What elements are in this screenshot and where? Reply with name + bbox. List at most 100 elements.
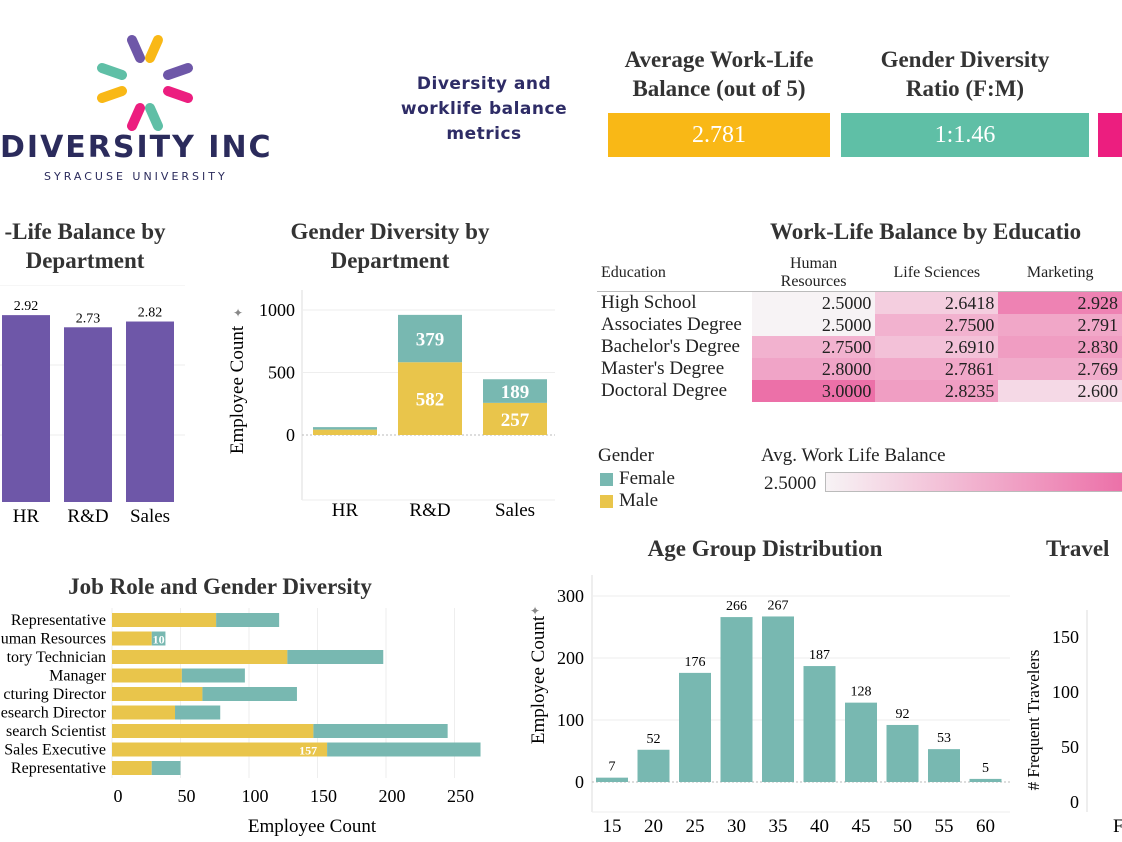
heatmap-cell: 2.7500 — [875, 314, 999, 336]
university-name: SYRACUSE UNIVERSITY — [44, 170, 228, 183]
x-tick-label: 60 — [976, 816, 995, 837]
x-tick-label: 250 — [447, 786, 474, 806]
bar-label: 2.92 — [14, 299, 39, 314]
company-name: DIVERSITY INC — [0, 130, 273, 165]
x-tick-label: 55 — [935, 816, 954, 837]
bar-age-55 — [928, 749, 960, 782]
kpi-title-line: Average Work-Life — [624, 47, 814, 72]
heatmap-cell: 2.8000 — [751, 358, 876, 380]
age-title: Age Group Distribution — [647, 536, 883, 561]
male-swatch — [600, 494, 613, 508]
bar-label: 266 — [726, 599, 747, 614]
y-tick-label: cturing Director — [3, 686, 106, 703]
x-tick-label: 50 — [178, 786, 196, 806]
x-tick-label: Sales — [495, 500, 535, 521]
bar-age-60 — [969, 778, 1002, 782]
x-tick-label: F — [1113, 816, 1122, 837]
bar-age-30 — [720, 617, 753, 782]
heatmap-row-label: Doctoral Degree — [601, 380, 728, 401]
x-tick-label: HR — [13, 506, 40, 527]
wlb-legend-title: Avg. Work Life Balance — [761, 445, 946, 466]
bar-label: 2.73 — [76, 311, 101, 326]
bar-label: 582 — [416, 390, 445, 411]
y-tick-label: 100 — [557, 710, 584, 730]
bar-label: 157 — [299, 744, 317, 758]
x-tick-label: 40 — [810, 816, 829, 837]
y-tick-label: Representative — [11, 612, 106, 629]
bar-Sales — [126, 321, 174, 502]
heatmap-table: Education Human Resources Life Sciences … — [597, 255, 1122, 402]
x-tick-label: 20 — [644, 816, 663, 837]
x-tick-label: 35 — [769, 816, 788, 837]
bar-age-50 — [886, 724, 919, 782]
heatmap-row: High School 2.5000 2.6418 2.928 — [597, 291, 1122, 314]
heatmap-row-label: Bachelor's Degree — [601, 336, 740, 357]
heatmap-row-label: High School — [601, 292, 697, 313]
y-tick-label: tory Technician — [7, 649, 106, 666]
bar-male-Sales — [483, 402, 547, 435]
company-logo — [90, 28, 200, 138]
heatmap-row: Associates Degree 2.5000 2.7500 2.791 — [597, 314, 1122, 336]
bar-label: 92 — [896, 707, 910, 722]
bar-age-35 — [762, 616, 794, 782]
x-tick-label: Sales — [130, 506, 170, 527]
subtitle-line: worklife balance — [400, 99, 568, 119]
x-tick-label: 100 — [242, 786, 269, 806]
y-tick-label: search Scientist — [6, 723, 107, 740]
heatmap-cell: 2.6910 — [875, 336, 999, 358]
y-axis-label: Employee Count — [528, 615, 549, 744]
bar-male-HR — [313, 429, 377, 435]
bar-label: 189 — [501, 382, 530, 403]
bar-male — [112, 761, 152, 775]
title-line: Department — [25, 248, 145, 273]
heatmap-cell: 2.791 — [998, 314, 1122, 336]
bar-male — [112, 724, 314, 738]
y-tick-label: esearch Director — [1, 705, 107, 722]
y-tick-label: 1000 — [259, 300, 295, 320]
bar-female — [327, 742, 481, 757]
wlb-legend-gradient — [825, 472, 1122, 492]
y-tick-label: 100 — [1052, 682, 1079, 702]
x-tick-label: 200 — [379, 786, 406, 806]
heatmap-title: Work-Life Balance by Educatio — [770, 219, 1082, 244]
kpi-title-wlb: Average Work-Life Balance (out of 5) — [600, 45, 838, 103]
y-axis-label: # Frequent Travelers — [1024, 650, 1043, 791]
gender-legend-title: Gender — [598, 445, 654, 466]
y-tick-label: 300 — [557, 586, 584, 606]
y-tick-label: 0 — [286, 425, 295, 445]
bar-label: 52 — [647, 732, 661, 747]
x-axis-label: Employee Count — [248, 816, 377, 837]
x-tick-label: 150 — [310, 786, 337, 806]
heatmap-col-header: Human Resources — [751, 255, 876, 292]
bar-female — [313, 724, 448, 738]
bar-male-R&D — [398, 362, 462, 435]
x-tick-label: 25 — [686, 816, 705, 837]
heatmap-row: Doctoral Degree 3.0000 2.8235 2.600 — [597, 380, 1122, 402]
heatmap-cell: 2.8235 — [875, 380, 999, 402]
bar-male — [112, 705, 176, 720]
kpi-value-wlb: 2.781 — [608, 113, 830, 157]
gender-dept-title: Gender Diversity by Department — [260, 217, 520, 275]
legend-item-female: Female — [600, 468, 675, 490]
bar-HR — [2, 315, 50, 502]
bar-male — [112, 687, 203, 701]
y-tick-label: Manager — [49, 668, 107, 685]
bar-male — [112, 631, 152, 646]
bar-female-HR — [313, 427, 377, 430]
heatmap-cell: 3.0000 — [751, 380, 876, 402]
title-line: -Life Balance by — [4, 219, 166, 244]
y-tick-label: 500 — [268, 363, 295, 383]
kpi-value-third — [1098, 113, 1122, 157]
bar-label: 379 — [416, 330, 445, 351]
job-role-chart: 0 50 100 150 200 250 Employee Count Representat… — [1, 608, 481, 837]
bar-male — [112, 742, 328, 757]
heatmap-cell: 2.7861 — [875, 358, 999, 380]
gender-dept-chart: 1000 500 0 Employee Count ✦ HR 582 379 R&D 257 189… — [227, 290, 555, 521]
travel-chart: 150 100 50 0 # Frequent Travelers F — [1024, 610, 1122, 837]
heatmap-row-label: Associates Degree — [601, 314, 742, 335]
heatmap-cell: 2.5000 — [751, 291, 876, 314]
heatmap-row: Master's Degree 2.8000 2.7861 2.769 — [597, 358, 1122, 380]
y-tick-label: 50 — [1061, 737, 1079, 757]
bar-female — [216, 613, 280, 627]
pin-icon: ✦ — [233, 306, 243, 320]
